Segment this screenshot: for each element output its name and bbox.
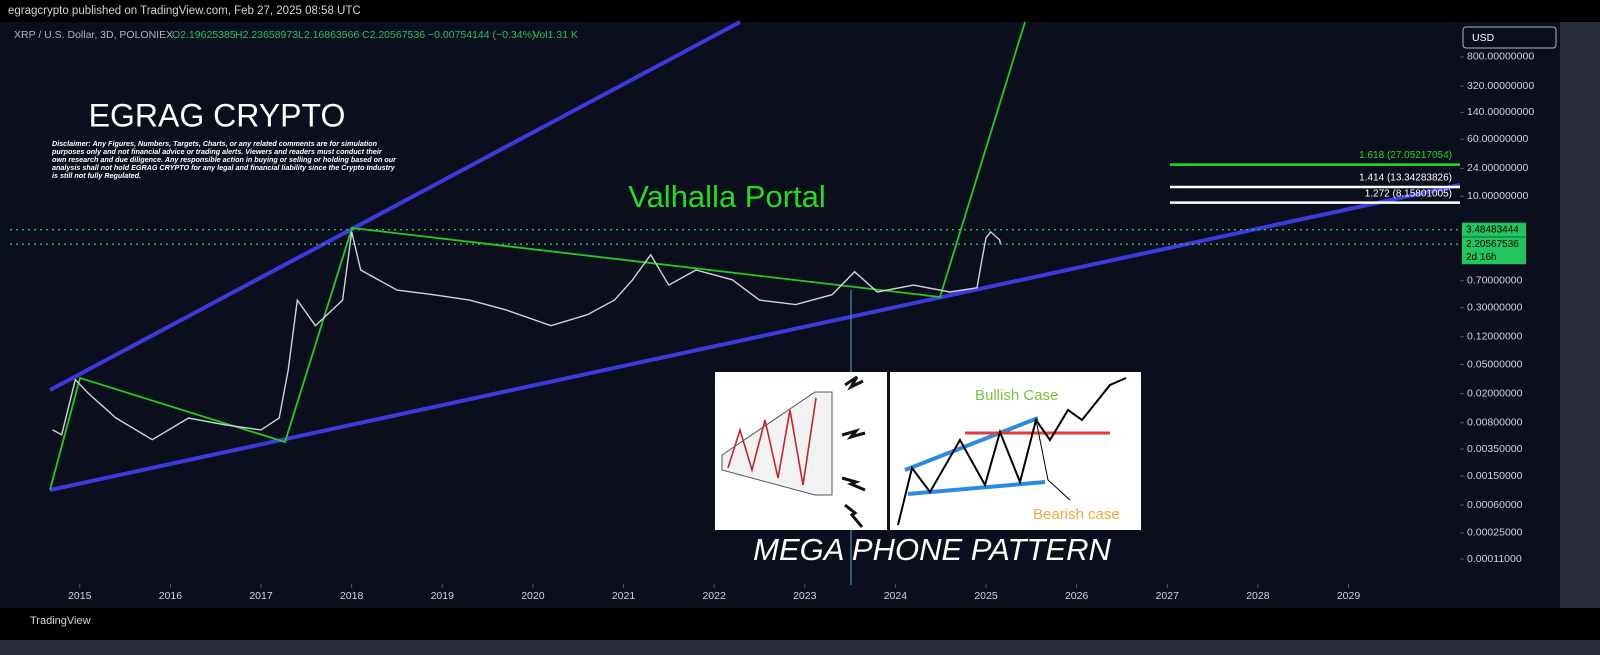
x-tick-label: 2021 [612,590,636,602]
x-tick-label: 2023 [793,590,817,602]
annotation: Bearish case [1033,506,1120,523]
volume: Vol1.31 K [533,29,578,41]
fib-label: 1.414 (13.34283826) [1359,173,1452,184]
y-tick-label: 0.02000000 [1467,387,1523,399]
zigzag [727,397,817,486]
megaphone [721,391,833,496]
brand-title: EGRAG CRYPTO [89,97,346,133]
bottom-bar [0,608,1600,640]
x-tick-label: 2024 [884,590,908,602]
y-tick-label: 0.12000000 [1467,331,1523,343]
y-tick-label: 320.00000000 [1467,80,1534,92]
y-tick-label: 0.70000000 [1467,274,1523,286]
fib-label: 1.272 (8.15801005) [1365,188,1452,199]
y-tick-label: 0.05000000 [1467,358,1523,370]
x-tick-label: 2026 [1065,590,1089,602]
price-label: 3.48483444 [1466,224,1519,235]
x-tick-label: 2022 [702,590,726,602]
x-tick-label: 2019 [431,590,455,602]
bolts [841,375,866,528]
x-tick-label: 2016 [159,590,183,602]
price-label-box [1462,222,1526,237]
trendline [49,21,1026,491]
change: −0.00754144 (−0.34%) [428,29,535,41]
x-tick-label: 2025 [974,590,998,602]
pattern-zigzag [897,377,1127,526]
y-tick-label: 0.00025000 [1467,527,1523,539]
footer-brand: TradingView [30,615,91,627]
y-tick-label: 60.00000000 [1467,133,1528,145]
disclaimer: Disclaimer: Any Figures, Numbers, Target… [52,139,396,180]
x-tick-label: 2015 [68,590,92,602]
trendline [49,20,741,392]
ohlc-high: H2.23658973 [235,29,298,41]
y-tick-label: 0.00011000 [1467,553,1522,565]
annotation: MEGA PHONE PATTERN [753,532,1111,567]
price-label: 2.20567536 [1466,239,1519,250]
ohlc-open: O2.19625385 [172,29,236,41]
x-tick-label: 2017 [249,590,273,602]
plot: 800.00000000 320.00000000 140.00000000 60.0… [10,51,1534,602]
y-tick-label: 800.00000000 [1467,51,1534,63]
y-tick-label: 0.00800000 [1467,417,1523,429]
fib-label: 1.618 (27.05217054) [1359,150,1452,161]
y-tick-label: 140.00000000 [1467,106,1534,118]
y-tick-label: 10.00000000 [1467,190,1528,202]
currency-button[interactable] [1462,26,1557,49]
countdown: 2d 16h [1466,252,1497,263]
y-tick-label: 0.00060000 [1467,499,1523,511]
x-tick-label: 2020 [521,590,545,602]
annotation: Bullish Case [975,387,1058,404]
x-tick-label: 2027 [1156,590,1180,602]
y-tick-label: 0.30000000 [1467,301,1523,313]
x-tick-label: 2028 [1246,590,1270,602]
pattern-zigzag [1035,419,1071,501]
pattern-line [904,416,1039,472]
price-label-box [1462,237,1526,265]
ohlc-close: C2.20567536 [362,29,425,41]
x-tick-label: 2029 [1337,590,1361,602]
top-bar [0,0,1600,22]
y-tick-label: 0.00350000 [1467,443,1523,455]
price-line [52,230,1002,441]
ohlc-low: L2.16863566 [298,29,359,41]
y-tick-label: 24.00000000 [1467,162,1528,174]
pattern-inset: Bullish Case Bearish case [715,372,1141,530]
symbol: XRP / U.S. Dollar, 3D, POLONIEX [14,29,173,41]
y-tick-label: 0.00150000 [1467,470,1523,482]
currency[interactable]: USD [1472,32,1495,44]
publisher: egragcrypto published on TradingView.com… [8,5,361,17]
background [0,0,1560,640]
x-tick-label: 2018 [340,590,364,602]
annotation: Valhalla Portal [628,179,826,214]
